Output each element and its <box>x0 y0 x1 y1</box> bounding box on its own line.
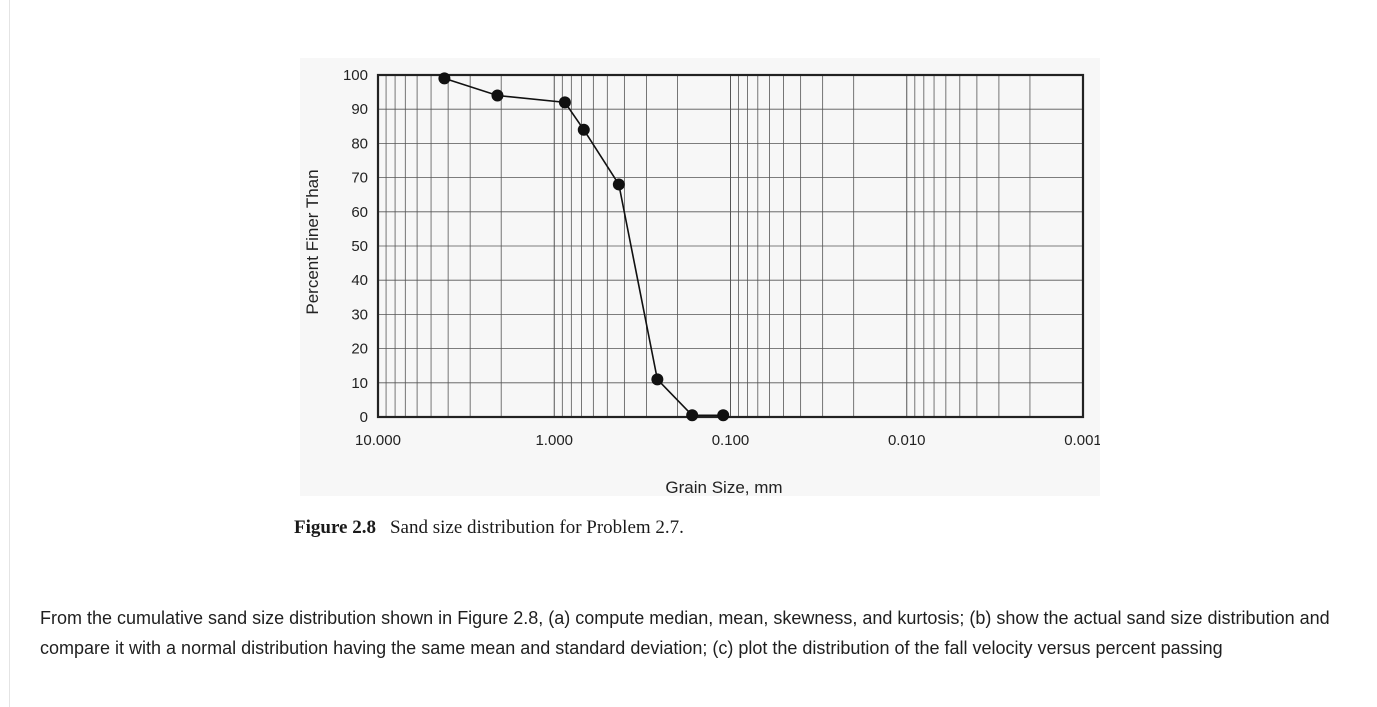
figure-panel: 0 10 20 30 40 50 60 70 80 90 100 10.000 1.000 0.100 0.… <box>300 58 1100 496</box>
data-point <box>577 123 590 136</box>
y-tick-label: 20 <box>351 341 368 358</box>
data-point <box>438 72 451 85</box>
x-tick-label: 0.010 <box>888 432 926 449</box>
data-point <box>717 409 730 422</box>
series-line <box>444 77 724 417</box>
data-point <box>651 373 664 386</box>
figure-caption: Figure 2.8 Sand size distribution for Pro… <box>294 517 684 539</box>
x-tick-label: 10.000 <box>355 432 401 449</box>
y-tick-label: 90 <box>351 101 368 118</box>
y-tick-label: 80 <box>351 135 368 152</box>
data-point <box>686 409 699 422</box>
y-tick-label: 30 <box>351 306 368 323</box>
data-point <box>612 178 625 191</box>
y-tick-label: 50 <box>351 238 368 255</box>
figure-number: Figure 2.8 <box>294 517 376 538</box>
x-tick-label: 1.000 <box>535 432 573 449</box>
grid-lines <box>377 74 1084 418</box>
grain-size-chart: 0 10 20 30 40 50 60 70 80 90 100 10.000 1.000 0.100 0.… <box>303 67 1100 496</box>
y-tick-label: 10 <box>351 375 368 392</box>
y-tick-label: 0 <box>360 409 368 426</box>
y-tick-label: 70 <box>351 170 368 187</box>
y-tick-label: 60 <box>351 204 368 221</box>
y-tick-label: 100 <box>343 67 368 84</box>
plot-frame <box>376 73 1085 419</box>
data-point <box>558 96 571 109</box>
y-axis-label: Percent Finer Than <box>303 169 322 314</box>
y-tick-label: 40 <box>351 272 368 289</box>
x-axis-label: Grain Size, mm <box>665 478 782 496</box>
x-tick-label: 0.001 <box>1064 432 1100 449</box>
left-border <box>9 0 10 707</box>
problem-statement: From the cumulative sand size distributi… <box>40 608 1330 658</box>
data-point <box>491 89 504 102</box>
figure-caption-text: Sand size distribution for Problem 2.7. <box>389 517 684 538</box>
x-tick-label: 0.100 <box>712 432 750 449</box>
